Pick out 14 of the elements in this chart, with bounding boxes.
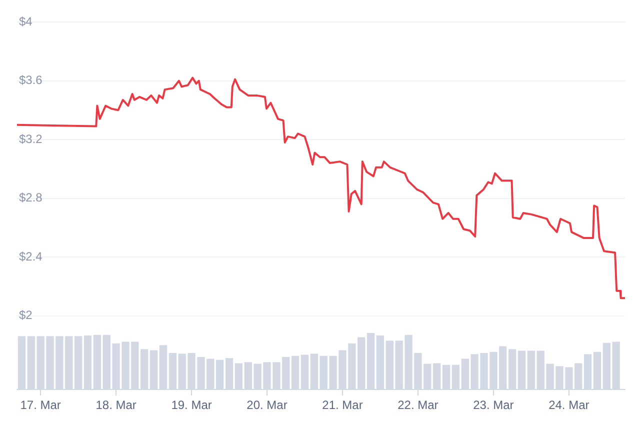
x-tick-label: 21. Mar bbox=[322, 398, 363, 412]
y-tick-label: $2 bbox=[19, 308, 33, 322]
y-tick-label: $2.8 bbox=[19, 190, 43, 205]
y-tick-label: $4 bbox=[19, 14, 33, 28]
x-tick-label: 17. Mar bbox=[20, 398, 61, 412]
y-tick-label: $3.6 bbox=[19, 73, 43, 88]
x-tick-label: 19. Mar bbox=[171, 398, 212, 412]
x-tick-label: 18. Mar bbox=[96, 398, 136, 412]
x-tick-label: 23. Mar bbox=[473, 398, 514, 412]
x-tick-label: 24. Mar bbox=[548, 398, 590, 412]
x-tick-label: 22. Mar bbox=[398, 398, 438, 412]
y-tick-label: $2.4 bbox=[19, 249, 43, 264]
y-tick-label: $3.2 bbox=[19, 132, 43, 146]
x-tick-label: 20. Mar bbox=[246, 398, 288, 412]
